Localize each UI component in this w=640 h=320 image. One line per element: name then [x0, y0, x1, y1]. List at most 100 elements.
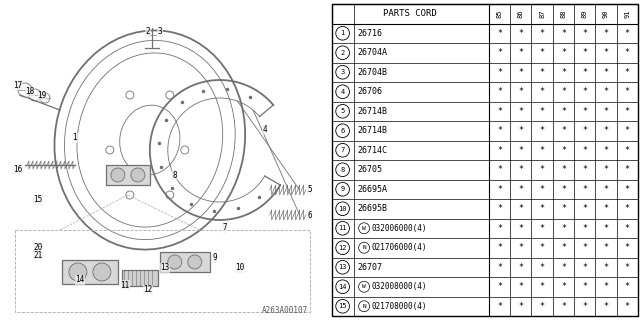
Text: 20: 20	[33, 244, 43, 252]
Text: *: *	[625, 29, 630, 38]
Text: 021706000(4): 021706000(4)	[372, 243, 427, 252]
Text: 26704B: 26704B	[358, 68, 388, 77]
Text: 2: 2	[340, 50, 345, 56]
Text: 7: 7	[340, 147, 345, 153]
Text: *: *	[561, 48, 566, 57]
Text: 6: 6	[340, 128, 345, 134]
Text: *: *	[497, 302, 502, 311]
Text: *: *	[604, 68, 609, 77]
Text: 26695A: 26695A	[358, 185, 388, 194]
Text: *: *	[582, 48, 588, 57]
Text: 26704A: 26704A	[358, 48, 388, 57]
Text: *: *	[582, 243, 588, 252]
Text: *: *	[625, 68, 630, 77]
Text: *: *	[540, 107, 545, 116]
Text: *: *	[518, 68, 524, 77]
Text: *: *	[540, 48, 545, 57]
Text: *: *	[518, 282, 524, 291]
Text: 10: 10	[235, 263, 244, 273]
Circle shape	[111, 168, 125, 182]
Text: *: *	[540, 165, 545, 174]
Text: *: *	[518, 165, 524, 174]
Text: *: *	[540, 302, 545, 311]
Text: 17: 17	[13, 81, 22, 90]
Text: 032006000(4): 032006000(4)	[372, 224, 427, 233]
Text: *: *	[518, 185, 524, 194]
Text: *: *	[497, 87, 502, 96]
Text: N: N	[362, 304, 366, 309]
Text: *: *	[582, 263, 588, 272]
Text: *: *	[561, 165, 566, 174]
Text: *: *	[582, 68, 588, 77]
Text: *: *	[561, 224, 566, 233]
Text: *: *	[582, 224, 588, 233]
Text: *: *	[625, 302, 630, 311]
Text: 12: 12	[143, 285, 152, 294]
Text: *: *	[625, 224, 630, 233]
Text: 91: 91	[625, 10, 630, 18]
Text: *: *	[540, 87, 545, 96]
Text: *: *	[561, 87, 566, 96]
Text: *: *	[604, 48, 609, 57]
Text: *: *	[497, 29, 502, 38]
Text: *: *	[625, 87, 630, 96]
Text: 11: 11	[339, 225, 347, 231]
Text: *: *	[518, 243, 524, 252]
Text: *: *	[625, 243, 630, 252]
Text: W: W	[362, 284, 366, 289]
Text: *: *	[604, 29, 609, 38]
Bar	[160, 252, 210, 272]
Text: *: *	[582, 107, 588, 116]
Text: *: *	[540, 68, 545, 77]
Text: *: *	[540, 29, 545, 38]
Text: *: *	[497, 243, 502, 252]
Text: *: *	[540, 224, 545, 233]
Text: *: *	[497, 126, 502, 135]
Text: 12: 12	[339, 245, 347, 251]
Text: *: *	[625, 185, 630, 194]
Text: *: *	[604, 146, 609, 155]
Text: *: *	[604, 224, 609, 233]
Text: 8: 8	[172, 171, 177, 180]
Text: 26714C: 26714C	[358, 146, 388, 155]
Text: *: *	[497, 224, 502, 233]
Text: *: *	[497, 107, 502, 116]
Text: *: *	[518, 263, 524, 272]
Text: 26714B: 26714B	[358, 126, 388, 135]
Text: *: *	[604, 185, 609, 194]
Bar	[15, 230, 310, 312]
Text: *: *	[518, 87, 524, 96]
Text: *: *	[604, 126, 609, 135]
Text: 1: 1	[72, 133, 77, 142]
Text: 13: 13	[339, 264, 347, 270]
Bar	[122, 270, 158, 286]
Text: *: *	[497, 68, 502, 77]
Text: 26707: 26707	[358, 263, 383, 272]
Text: 89: 89	[582, 10, 588, 18]
Text: *: *	[497, 204, 502, 213]
Text: *: *	[561, 68, 566, 77]
Text: 26706: 26706	[358, 87, 383, 96]
Text: *: *	[604, 243, 609, 252]
Text: *: *	[561, 282, 566, 291]
Text: *: *	[518, 224, 524, 233]
Text: 88: 88	[561, 10, 566, 18]
Text: *: *	[518, 204, 524, 213]
Text: *: *	[625, 282, 630, 291]
Text: A263A00107: A263A00107	[262, 306, 308, 315]
Text: 14: 14	[339, 284, 347, 290]
Text: 26714B: 26714B	[358, 107, 388, 116]
Text: *: *	[497, 165, 502, 174]
Text: *: *	[540, 126, 545, 135]
Text: 9: 9	[212, 253, 217, 262]
Text: 032008000(4): 032008000(4)	[372, 282, 427, 291]
Circle shape	[188, 255, 202, 269]
Text: *: *	[582, 165, 588, 174]
Text: 7: 7	[223, 223, 227, 233]
Text: 1: 1	[340, 30, 345, 36]
Text: 15: 15	[33, 196, 43, 204]
Text: *: *	[604, 263, 609, 272]
Text: 13: 13	[160, 263, 170, 273]
Text: 86: 86	[518, 10, 524, 18]
Text: N: N	[362, 245, 366, 250]
